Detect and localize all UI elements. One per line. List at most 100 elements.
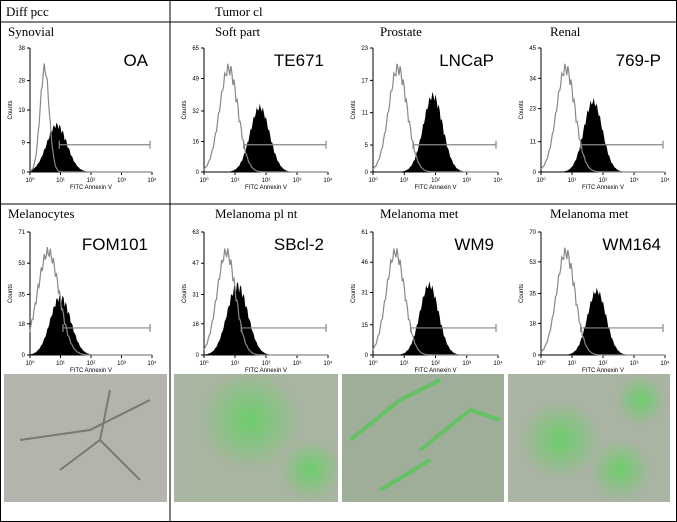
- x-tick-label: 10²: [262, 178, 271, 184]
- x-axis-label: FITC Annexin V: [582, 368, 624, 374]
- x-axis-label: FITC Annexin V: [245, 368, 287, 374]
- panel-label: WM9: [454, 235, 494, 254]
- panel-label: OA: [123, 51, 148, 70]
- x-tick-label: 10¹: [568, 178, 577, 184]
- x-tick-label: 10³: [462, 361, 471, 367]
- sample-histogram: [30, 122, 152, 172]
- x-tick-label: 10⁴: [493, 360, 503, 367]
- y-tick-label: 0: [22, 353, 26, 359]
- y-tick-label: 65: [192, 46, 199, 52]
- y-tick-label: 38: [18, 46, 25, 52]
- y-tick-label: 53: [18, 261, 25, 267]
- panel-label: LNCaP: [439, 51, 494, 70]
- gate-marker: [580, 140, 664, 149]
- y-tick-label: 63: [192, 230, 199, 236]
- y-tick-label: 16: [192, 139, 199, 145]
- x-axis-label: FITC Annexin V: [582, 185, 624, 191]
- y-tick-label: 18: [18, 322, 25, 328]
- y-axis-label: Counts: [8, 284, 14, 303]
- group-label: Renal: [550, 24, 581, 39]
- y-axis-label: Counts: [182, 100, 188, 119]
- x-tick-label: 10⁰: [25, 177, 35, 184]
- y-tick-label: 0: [533, 170, 537, 176]
- y-tick-label: 0: [22, 170, 26, 176]
- y-tick-label: 23: [361, 46, 368, 52]
- y-tick-label: 35: [529, 292, 536, 298]
- y-tick-label: 9: [22, 141, 26, 147]
- panel-label: SBcl-2: [274, 235, 324, 254]
- x-tick-label: 10²: [262, 361, 271, 367]
- x-tick-label: 10⁴: [323, 177, 333, 184]
- x-tick-label: 10¹: [231, 178, 240, 184]
- y-axis-label: Counts: [519, 284, 525, 303]
- x-tick-label: 10³: [293, 178, 302, 184]
- group-label: Prostate: [380, 24, 422, 39]
- group-label: Synovial: [8, 24, 55, 39]
- x-tick-label: 10¹: [400, 361, 409, 367]
- x-axis-label: FITC Annexin V: [414, 185, 456, 191]
- header-left: Diff pcc: [6, 4, 49, 19]
- group-label: Melanoma met: [380, 206, 459, 221]
- sample-histogram: [373, 91, 498, 172]
- y-axis-label: Counts: [519, 100, 525, 119]
- x-tick-label: 10⁴: [323, 360, 333, 367]
- x-tick-label: 10³: [117, 361, 126, 367]
- control-histogram: [372, 63, 498, 173]
- y-axis-label: Counts: [351, 100, 357, 119]
- y-tick-label: 11: [362, 111, 369, 117]
- panel-label: TE671: [274, 51, 324, 70]
- control-histogram: [29, 247, 152, 356]
- y-tick-label: 45: [529, 46, 536, 52]
- control-histogram: [540, 247, 665, 356]
- y-tick-label: 31: [361, 290, 368, 296]
- micrograph: [342, 374, 504, 502]
- y-tick-label: 15: [361, 323, 368, 329]
- sample-histogram: [373, 281, 498, 355]
- x-axis-label: FITC Annexin V: [245, 185, 287, 191]
- gate-marker: [409, 323, 497, 332]
- sample-histogram: [541, 287, 665, 355]
- sample-histogram: [30, 294, 152, 355]
- x-tick-label: 10⁰: [536, 360, 546, 367]
- x-tick-label: 10⁴: [660, 177, 670, 184]
- y-tick-label: 71: [18, 230, 25, 236]
- gate-marker: [62, 323, 151, 332]
- x-tick-label: 10³: [630, 178, 639, 184]
- control-histogram: [540, 63, 665, 173]
- x-tick-label: 10¹: [400, 178, 409, 184]
- x-tick-label: 10³: [630, 361, 639, 367]
- x-tick-label: 10⁰: [199, 177, 209, 184]
- y-tick-label: 46: [361, 260, 368, 266]
- sample-histogram: [204, 103, 328, 172]
- group-label: Melanoma met: [550, 206, 629, 221]
- x-tick-label: 10¹: [56, 178, 65, 184]
- y-tick-label: 32: [192, 109, 199, 115]
- y-axis-label: Counts: [8, 100, 14, 119]
- x-tick-label: 10⁰: [25, 360, 35, 367]
- x-axis-label: FITC Annexin V: [70, 185, 112, 191]
- x-tick-label: 10⁰: [368, 360, 378, 367]
- control-histogram: [29, 63, 152, 173]
- x-axis-label: FITC Annexin V: [70, 368, 112, 374]
- y-tick-label: 70: [529, 230, 536, 236]
- x-tick-label: 10¹: [56, 361, 65, 367]
- group-label: Melanoma pl nt: [215, 206, 298, 221]
- x-tick-label: 10⁴: [493, 177, 503, 184]
- y-tick-label: 47: [192, 261, 199, 267]
- x-tick-label: 10⁴: [660, 360, 670, 367]
- x-tick-label: 10³: [462, 178, 471, 184]
- x-tick-label: 10²: [431, 178, 440, 184]
- gate-marker: [243, 140, 327, 149]
- y-tick-label: 16: [192, 322, 199, 328]
- group-label: Soft part: [215, 24, 261, 39]
- control-histogram: [203, 63, 328, 173]
- x-tick-label: 10²: [599, 361, 608, 367]
- y-tick-label: 49: [192, 77, 199, 83]
- control-histogram: [372, 248, 498, 356]
- x-tick-label: 10²: [599, 178, 608, 184]
- y-tick-label: 23: [529, 107, 536, 113]
- sample-histogram: [204, 282, 328, 355]
- x-axis-label: FITC Annexin V: [414, 368, 456, 374]
- y-tick-label: 11: [530, 140, 537, 146]
- x-tick-label: 10⁰: [368, 177, 378, 184]
